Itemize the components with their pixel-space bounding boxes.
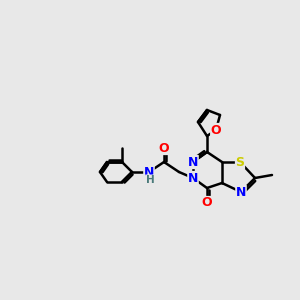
- Text: O: O: [211, 124, 221, 136]
- Text: S: S: [236, 155, 244, 169]
- Text: O: O: [159, 142, 169, 154]
- Text: N: N: [236, 185, 246, 199]
- Text: O: O: [202, 196, 212, 209]
- Text: N: N: [144, 166, 154, 178]
- Text: H: H: [146, 175, 154, 185]
- Text: N: N: [188, 155, 198, 169]
- Text: N: N: [188, 172, 198, 184]
